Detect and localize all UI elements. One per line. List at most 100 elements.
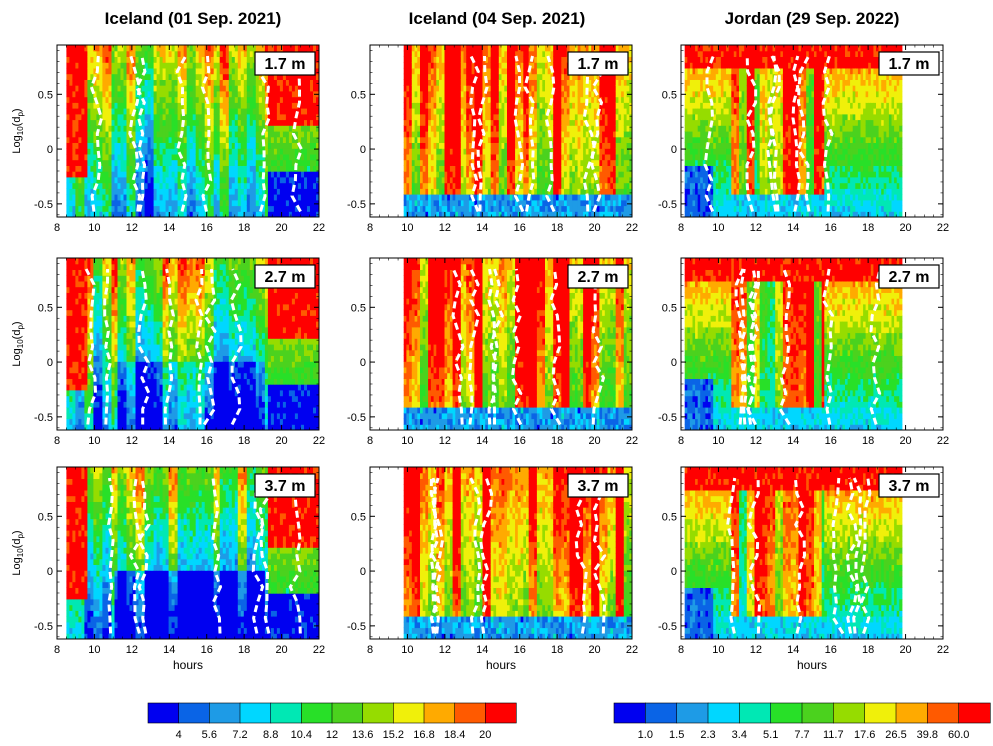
contour-line [469, 477, 482, 634]
contour-line [831, 477, 845, 635]
contour-line [791, 55, 802, 212]
y-axis-label-part: (d [11, 330, 23, 340]
colorbar-swatch [300, 702, 333, 724]
contour-line [544, 55, 556, 213]
colorbar-swatch [147, 702, 180, 724]
x-tick-label: 22 [313, 435, 325, 447]
y-axis-label-part: 10 [16, 339, 25, 348]
contour-line [766, 55, 778, 212]
height-label-box [254, 473, 316, 498]
y-tick-label: 0 [671, 144, 677, 156]
colorbar-swatch [707, 702, 740, 724]
y-tick-label: 0.5 [662, 89, 677, 101]
x-tick-label: 10 [88, 435, 100, 447]
x-tick-label: 16 [514, 222, 526, 234]
colorbar-right: 1.0 1.5 2.3 3.4 5.1 7.7 11.7 17.6 26.5 39.8 60.0 [613, 702, 991, 741]
x-tick-label: 10 [712, 222, 724, 234]
colorbar-level-label: 5.1 [763, 729, 778, 741]
height-label: 3.7 m [889, 478, 930, 495]
contour-line [768, 55, 781, 212]
y-tick-label: -0.5 [34, 621, 53, 633]
x-tick-label: 18 [551, 644, 563, 656]
x-tick-label: 20 [275, 644, 287, 656]
x-tick-label: 14 [787, 435, 799, 447]
colorbar-swatch [770, 702, 803, 724]
y-axis-label: Log10(dp) [11, 321, 25, 366]
contour-line [256, 55, 271, 212]
contour-line [251, 477, 265, 634]
contour-line [103, 268, 112, 425]
contour-line [491, 268, 504, 425]
x-tick-label: 18 [862, 222, 874, 234]
contour-line [128, 477, 142, 634]
x-tick-label: 12 [750, 644, 762, 656]
y-axis-label-part: 10 [16, 126, 25, 135]
contour-line [137, 477, 151, 634]
y-tick-label: 0.5 [351, 511, 366, 523]
height-label-box [878, 51, 940, 76]
x-tick-label: 20 [275, 435, 287, 447]
colorbar-left: 4 5.6 7.2 8.8 10.4 12 13.6 15.2 16.8 18.4 20 [147, 702, 517, 741]
y-tick-label: -0.5 [34, 199, 53, 211]
colorbar-swatch [423, 702, 456, 724]
contour-line [778, 268, 792, 426]
x-tick-label: 20 [899, 644, 911, 656]
colorbar-level-label: 10.4 [291, 729, 312, 741]
panel-r3-c2: 8 10 12 14 16 18 20 22 -0.5 0 0.5 3.7 m hours [347, 466, 638, 672]
height-label: 1.7 m [889, 56, 930, 73]
x-tick-label: 16 [201, 644, 213, 656]
x-tick-label: 22 [313, 644, 325, 656]
y-axis-label-part: ) [11, 108, 23, 112]
heatmap-field [66, 45, 319, 217]
x-tick-label: 16 [825, 435, 837, 447]
colorbar-level-label: 60.0 [948, 729, 969, 741]
colorbar-level-label: 1.5 [669, 729, 684, 741]
x-tick-label: 12 [439, 644, 451, 656]
heatmap-field [66, 467, 319, 639]
x-tick-label: 20 [275, 222, 287, 234]
x-tick-label: 14 [787, 644, 799, 656]
colorbar-level-label: 20 [479, 729, 491, 741]
colorbar-level-label: 7.2 [232, 729, 247, 741]
contour-line [202, 268, 217, 426]
colorbar-swatch [676, 702, 709, 724]
height-label: 1.7 m [578, 56, 619, 73]
heatmap-field [403, 467, 632, 639]
colorbar-swatch [362, 702, 395, 724]
height-label-box [878, 473, 940, 498]
height-label-box [567, 264, 629, 289]
height-label: 3.7 m [265, 478, 306, 495]
y-tick-label: -0.5 [658, 199, 677, 211]
contour-line [107, 477, 115, 634]
y-tick-label: 0 [47, 357, 53, 369]
y-tick-label: 0 [47, 566, 53, 578]
y-tick-label: -0.5 [347, 199, 366, 211]
y-axis-label: Log10(dp) [11, 530, 25, 575]
panel-r1-c2: 8 10 12 14 16 18 20 22 -0.5 0 0.5 1.7 m [347, 44, 638, 234]
colorbar-level-label: 1.0 [638, 729, 653, 741]
contour-line [821, 268, 834, 425]
x-tick-label: 12 [126, 222, 138, 234]
x-tick-label: 16 [825, 644, 837, 656]
contour-line [747, 477, 762, 634]
colorbar-swatch [270, 702, 303, 724]
contour-line [592, 477, 607, 634]
contour-line [451, 268, 465, 425]
contour-line [84, 268, 98, 425]
height-label: 2.7 m [889, 269, 930, 286]
x-tick-label: 8 [678, 222, 684, 234]
colorbar-swatch [178, 702, 210, 724]
x-tick-label: 8 [678, 435, 684, 447]
x-tick-label: 16 [201, 222, 213, 234]
height-label-box [254, 264, 316, 289]
y-axis-label-part: p [16, 325, 25, 330]
heatmap-field [684, 258, 903, 430]
y-tick-label: -0.5 [347, 621, 366, 633]
x-tick-label: 8 [367, 222, 373, 234]
colorbars: 4 5.6 7.2 8.8 10.4 12 13.6 15.2 16.8 18.4 20 1.0 1.5… [147, 702, 991, 741]
contour-line [821, 55, 834, 212]
x-tick-label: 8 [678, 644, 684, 656]
contour-line [288, 477, 302, 634]
colorbar-level-label: 13.6 [352, 729, 373, 741]
